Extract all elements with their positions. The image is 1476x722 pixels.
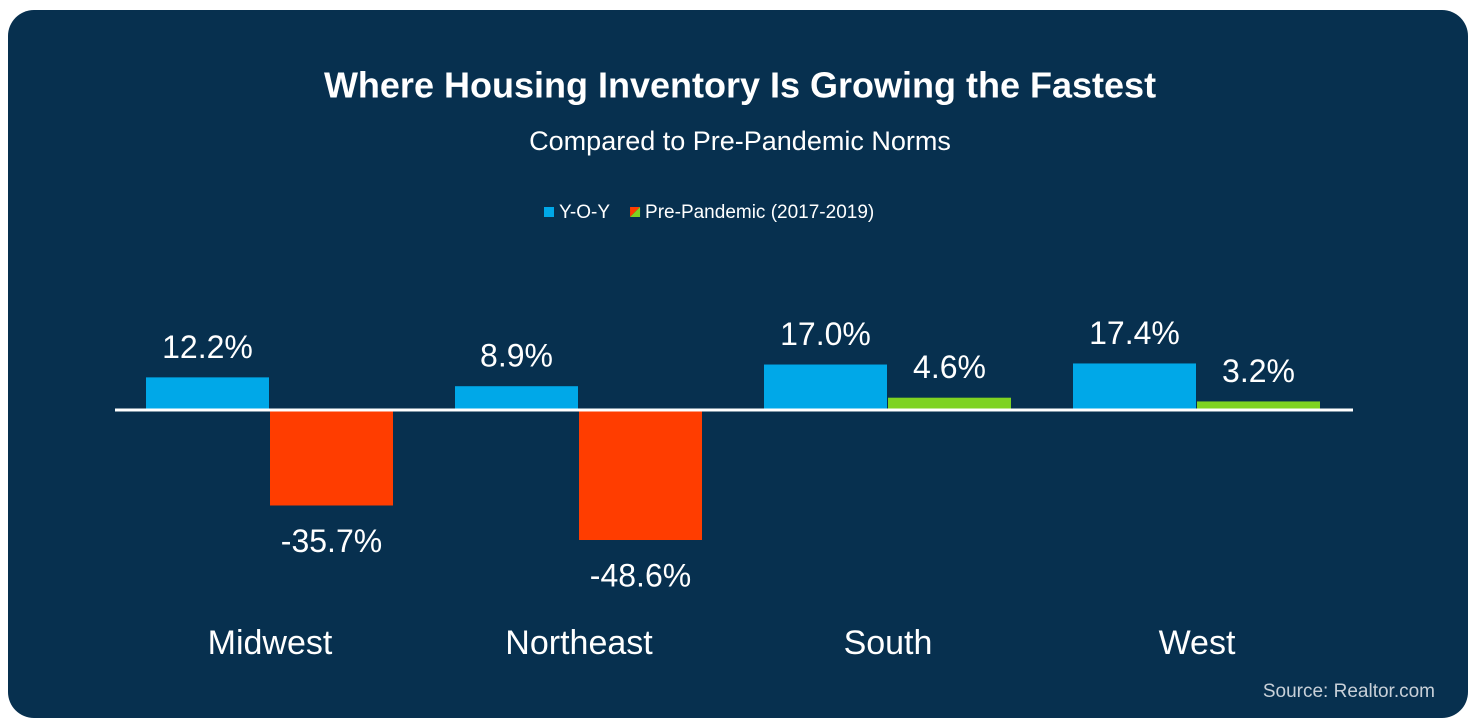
data-label: 3.2% <box>1222 353 1295 389</box>
data-label: 4.6% <box>913 349 986 385</box>
data-label: 17.0% <box>780 316 871 352</box>
bar <box>146 377 269 410</box>
x-tick-label: West <box>1159 624 1236 662</box>
legend-marker <box>544 207 554 217</box>
legend-label: Y-O-Y <box>559 202 610 223</box>
data-label: 12.2% <box>162 329 253 365</box>
data-label: 17.4% <box>1089 315 1180 351</box>
source: Source: Realtor.com <box>1263 681 1435 702</box>
bar <box>579 410 702 540</box>
data-label: -35.7% <box>281 523 382 559</box>
bar <box>888 397 1011 410</box>
bar <box>764 364 887 410</box>
bar <box>455 386 578 410</box>
chart-title: Where Housing Inventory Is Growing the F… <box>324 65 1156 106</box>
chart-subtitle: Compared to Pre-Pandemic Norms <box>529 126 951 156</box>
background <box>8 10 1468 718</box>
x-tick-label: Northeast <box>505 624 653 662</box>
bar <box>270 410 393 506</box>
legend-marker <box>630 207 641 217</box>
legend-label: Pre-Pandemic (2017-2019) <box>645 202 874 223</box>
x-tick-label: South <box>844 624 933 662</box>
data-label: 8.9% <box>480 338 553 374</box>
bar <box>1197 401 1320 410</box>
x-tick-label: Midwest <box>208 624 333 662</box>
data-label: -48.6% <box>590 557 691 593</box>
bar <box>1073 363 1196 410</box>
